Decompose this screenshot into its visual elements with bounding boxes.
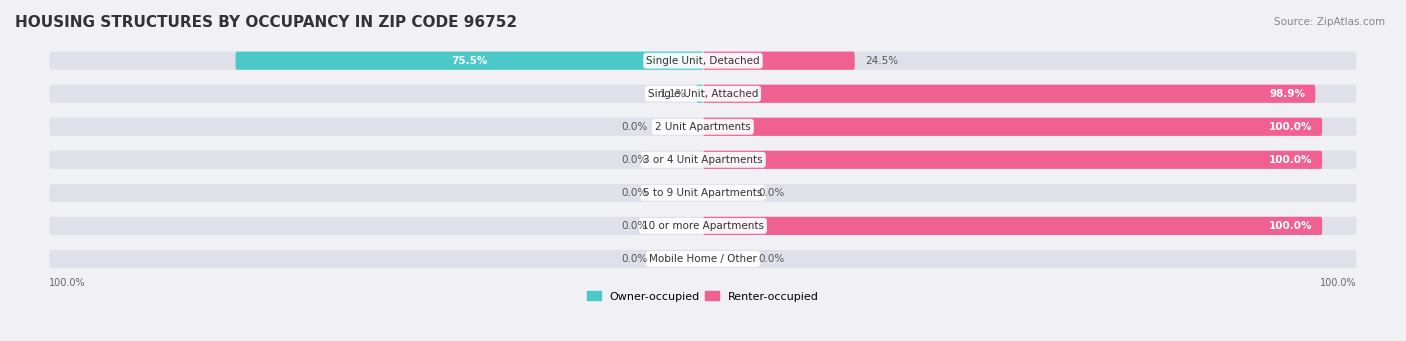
Text: 3 or 4 Unit Apartments: 3 or 4 Unit Apartments — [643, 155, 763, 165]
FancyBboxPatch shape — [49, 51, 1357, 70]
Text: HOUSING STRUCTURES BY OCCUPANCY IN ZIP CODE 96752: HOUSING STRUCTURES BY OCCUPANCY IN ZIP C… — [15, 15, 517, 30]
Text: 2 Unit Apartments: 2 Unit Apartments — [655, 122, 751, 132]
Text: 24.5%: 24.5% — [865, 56, 898, 66]
FancyBboxPatch shape — [703, 51, 855, 70]
Text: 100.0%: 100.0% — [1268, 221, 1312, 231]
Text: 100.0%: 100.0% — [1268, 155, 1312, 165]
FancyBboxPatch shape — [703, 85, 1316, 103]
FancyBboxPatch shape — [703, 118, 1322, 136]
Text: 0.0%: 0.0% — [621, 122, 648, 132]
Text: 98.9%: 98.9% — [1270, 89, 1305, 99]
FancyBboxPatch shape — [49, 85, 1357, 103]
Text: 10 or more Apartments: 10 or more Apartments — [643, 221, 763, 231]
Text: 0.0%: 0.0% — [621, 155, 648, 165]
Text: Source: ZipAtlas.com: Source: ZipAtlas.com — [1274, 17, 1385, 27]
Text: 100.0%: 100.0% — [1268, 122, 1312, 132]
Text: 1.1%: 1.1% — [659, 89, 686, 99]
Text: 0.0%: 0.0% — [621, 221, 648, 231]
FancyBboxPatch shape — [49, 250, 1357, 268]
Text: 75.5%: 75.5% — [451, 56, 488, 66]
FancyBboxPatch shape — [703, 217, 1322, 235]
Legend: Owner-occupied, Renter-occupied: Owner-occupied, Renter-occupied — [583, 287, 823, 306]
Text: Single Unit, Attached: Single Unit, Attached — [648, 89, 758, 99]
Text: 0.0%: 0.0% — [758, 254, 785, 264]
Text: 100.0%: 100.0% — [49, 278, 86, 288]
FancyBboxPatch shape — [49, 217, 1357, 235]
FancyBboxPatch shape — [703, 151, 1322, 169]
Text: 0.0%: 0.0% — [621, 188, 648, 198]
Text: 0.0%: 0.0% — [621, 254, 648, 264]
FancyBboxPatch shape — [49, 184, 1357, 202]
FancyBboxPatch shape — [49, 118, 1357, 136]
Text: Mobile Home / Other: Mobile Home / Other — [650, 254, 756, 264]
FancyBboxPatch shape — [235, 51, 703, 70]
FancyBboxPatch shape — [49, 151, 1357, 169]
FancyBboxPatch shape — [696, 85, 703, 103]
Text: 100.0%: 100.0% — [1320, 278, 1357, 288]
Text: 5 to 9 Unit Apartments: 5 to 9 Unit Apartments — [644, 188, 762, 198]
Text: 0.0%: 0.0% — [758, 188, 785, 198]
Text: Single Unit, Detached: Single Unit, Detached — [647, 56, 759, 66]
